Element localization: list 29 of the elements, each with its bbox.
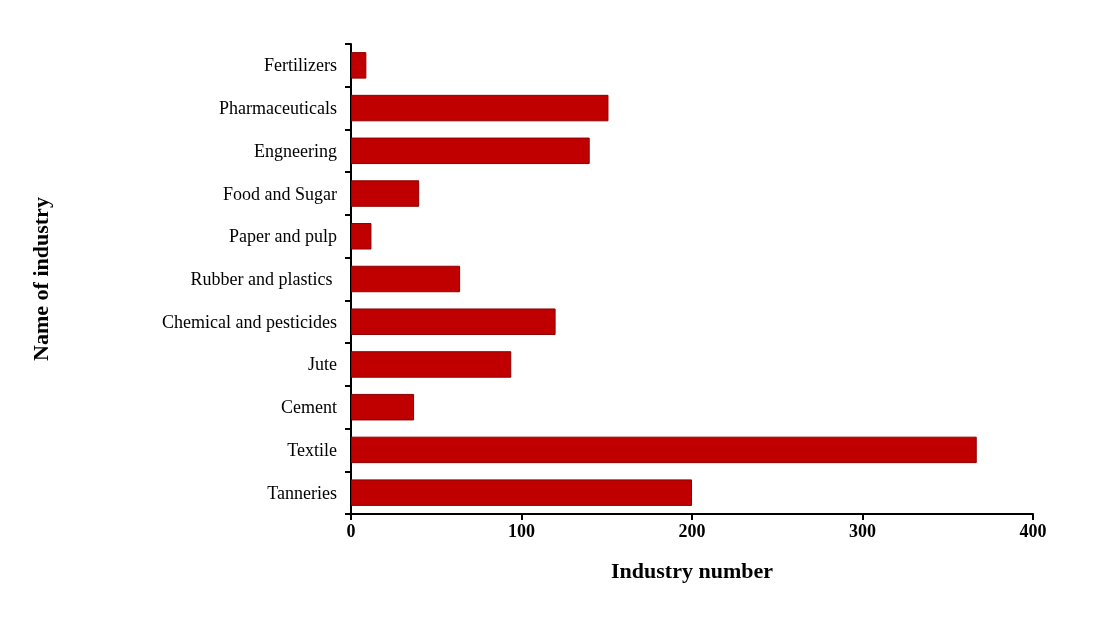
bar: [351, 223, 372, 250]
y-tick-label: Pharmaceuticals: [219, 98, 337, 119]
y-tick-label: Rubber and plastics: [190, 269, 337, 289]
bar: [351, 479, 692, 506]
x-tick-label: 300: [849, 521, 876, 541]
y-tick-label: Chemical and pesticides: [162, 311, 337, 332]
bar: [351, 393, 415, 421]
x-axis-title: Industry number: [611, 557, 774, 583]
y-tick-label: Textile: [287, 439, 337, 460]
y-tick-label: Food and Sugar: [223, 183, 337, 204]
bar: [351, 436, 977, 464]
x-tick-label: 400: [1019, 521, 1047, 541]
x-tick-label: 200: [678, 521, 706, 541]
bar: [351, 351, 512, 378]
bar: [351, 137, 590, 165]
y-tick-label: Cement: [281, 397, 337, 418]
bar: [351, 94, 609, 122]
x-tick-label: 100: [508, 521, 535, 541]
y-tick-label: Fertilizers: [264, 55, 337, 76]
y-tick-label: Tanneries: [267, 482, 337, 503]
y-axis-title: Name of industry: [27, 197, 53, 361]
bar: [351, 52, 367, 79]
y-tick-label: Paper and pulp: [229, 226, 337, 247]
bar: [351, 180, 420, 207]
y-tick-label: Engneering: [254, 140, 337, 161]
bar: [351, 265, 461, 293]
x-tick-label: 0: [346, 521, 356, 541]
bar: [351, 308, 556, 335]
y-tick-label: Jute: [308, 354, 338, 375]
